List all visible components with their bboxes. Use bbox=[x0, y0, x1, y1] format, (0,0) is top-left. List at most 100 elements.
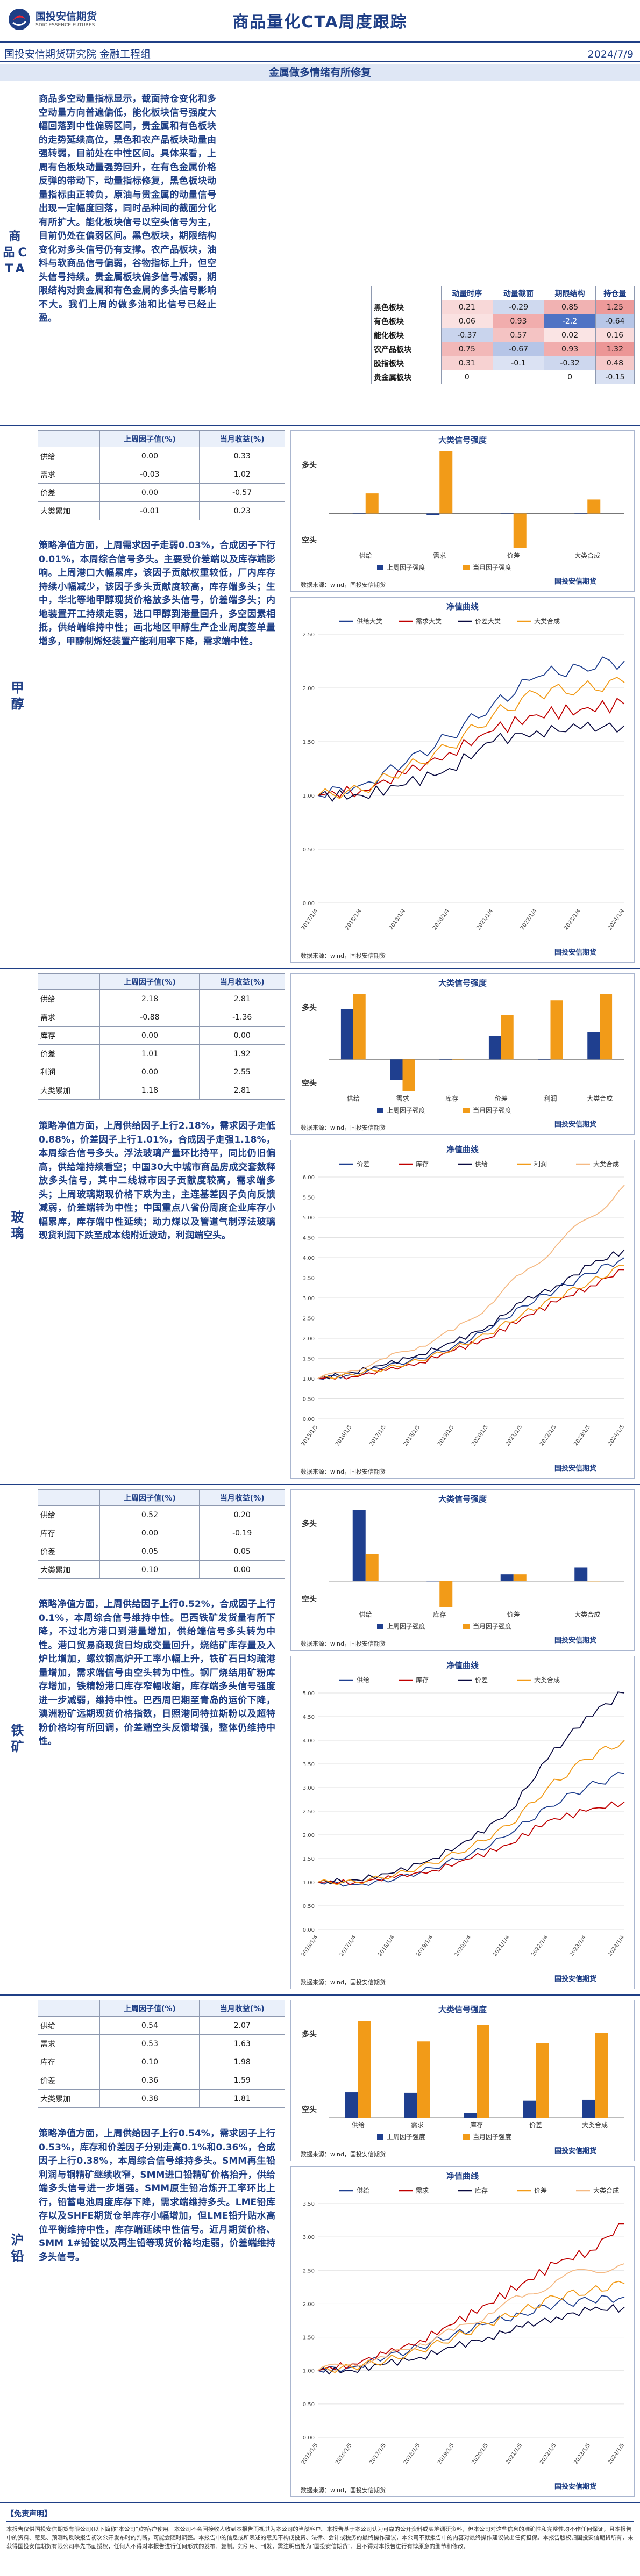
signal-bar bbox=[404, 2092, 417, 2118]
category-label: 价差 bbox=[507, 1611, 520, 1618]
nav-chart: 净值曲线 0.00 0.50 1.00 1.50 2.00 2.50 3.00 3.50 供给 需求… bbox=[290, 2166, 635, 2497]
y-tick-label: 3.00 bbox=[303, 1785, 315, 1791]
factor-cell: 需求 bbox=[37, 1008, 101, 1027]
y-tick-label: 2.00 bbox=[303, 2301, 315, 2307]
factor-cell: 0.48 bbox=[595, 356, 635, 370]
factor-row: 库存 0.10 1.98 bbox=[37, 2053, 285, 2071]
factor-table-header bbox=[37, 430, 101, 447]
sector-name: 农产品板块 bbox=[371, 342, 442, 356]
factor-cell: 0.10 bbox=[99, 1560, 200, 1579]
nav-series-line bbox=[317, 1771, 625, 1887]
factor-cell: 1.81 bbox=[199, 2089, 285, 2108]
factor-cell: 价差 bbox=[37, 1542, 101, 1561]
category-label: 价差 bbox=[495, 1095, 508, 1102]
factor-row: 库存 0.00 -0.19 bbox=[37, 1524, 285, 1542]
y-tick-label: 0.00 bbox=[303, 901, 315, 907]
cta-table-header: 期限结构 bbox=[544, 286, 596, 300]
y-tick-label: 3.00 bbox=[303, 2235, 315, 2241]
x-tick-label: 2020/1/5 bbox=[471, 1424, 489, 1447]
signal-bar bbox=[574, 1567, 588, 1581]
section-label: 玻璃 bbox=[0, 969, 33, 1484]
y-tick-label: 1.00 bbox=[303, 1376, 315, 1382]
x-tick-label: 2024/1/5 bbox=[607, 2442, 626, 2465]
watermark: 国投安信期货 bbox=[554, 2147, 596, 2155]
factor-table: 上周因子值(%) 当月收益(%) 供给 0.52 0.20 库存 0.00 -0.19 价差 0.… bbox=[37, 1489, 285, 1579]
legend-month: 当月因子强度 bbox=[473, 1622, 511, 1630]
legend-swatch bbox=[377, 1108, 383, 1113]
cta-table-header: 动量时序 bbox=[441, 286, 493, 300]
watermark: 国投安信期货 bbox=[554, 1120, 596, 1129]
signal-chart: 大类信号强度 多头 空头 供给 需求 价差 大类合成 上周因子强度 当月因子强度 数据来源：win… bbox=[290, 430, 635, 592]
sector-name: 有色板块 bbox=[371, 314, 442, 328]
factor-cell: 1.02 bbox=[199, 465, 285, 484]
disclaimer-text: 本报告仅供国投安信期货有限公司(以下简称"本公司")的客户使用。本公司不会因接收… bbox=[6, 2526, 634, 2550]
category-label: 库存 bbox=[433, 1610, 446, 1618]
legend-label: 价差 bbox=[475, 1676, 488, 1684]
factor-row: 大类累加 1.18 2.81 bbox=[37, 1081, 285, 1100]
cta-table-header: 动量截面 bbox=[492, 286, 545, 300]
disclaimer-title: 【免责声明】 bbox=[6, 2510, 634, 2522]
factor-row: 需求 -0.88 -1.36 bbox=[37, 1008, 285, 1027]
factor-table-header: 当月收益(%) bbox=[199, 2000, 285, 2017]
y-tick-label: 2.00 bbox=[303, 1336, 315, 1342]
x-tick-label: 2023/1/5 bbox=[573, 1424, 592, 1447]
legend-label: 大类合成 bbox=[593, 2186, 619, 2194]
signal-bar bbox=[439, 451, 453, 514]
logo-text: 国投安信期货 bbox=[35, 11, 97, 23]
factor-cell: 0.33 bbox=[199, 447, 285, 465]
factor-cell: 1.32 bbox=[595, 342, 635, 356]
factor-cell: 2.55 bbox=[199, 1063, 285, 1081]
factor-cell: 0.05 bbox=[199, 1542, 285, 1561]
factor-row: 利润 0.00 2.55 bbox=[37, 1063, 285, 1081]
y-tick-label: 1.50 bbox=[303, 2335, 315, 2341]
factor-table-header: 当月收益(%) bbox=[199, 430, 285, 447]
factor-cell: -0.32 bbox=[544, 356, 596, 370]
x-tick-label: 2017/1/4 bbox=[339, 1934, 358, 1957]
nav-series-line bbox=[317, 677, 625, 799]
nav-series-line bbox=[317, 698, 625, 798]
nav-series-line bbox=[317, 1691, 625, 1885]
signal-chart-title: 大类信号强度 bbox=[438, 978, 487, 988]
institute-name: 国投安信期货研究院 金融工程组 bbox=[4, 48, 151, 60]
y-tick-label: 0.50 bbox=[303, 2402, 315, 2408]
factor-cell: 1.59 bbox=[199, 2071, 285, 2090]
factor-cell: 0.00 bbox=[199, 1560, 285, 1579]
nav-chart: 净值曲线 0.00 0.50 1.00 1.50 2.00 2.50 3.00 3.50 4.00… bbox=[290, 1656, 635, 1989]
legend-last: 上周因子强度 bbox=[387, 563, 425, 571]
cta-factor-table: 动量时序 动量截面 期限结构 持仓量 黑色板块 0.21 -0.29 0.85 1.25… bbox=[371, 286, 635, 384]
section-1: 玻璃 上周因子值(%) 当月收益(%) 供给 2.18 2.81 需求 -0.88 -1.36 库… bbox=[0, 969, 640, 1485]
data-source: 数据来源：wind，国投安信期货 bbox=[301, 2150, 386, 2158]
factor-row: 价差 0.00 -0.57 bbox=[37, 483, 285, 502]
legend-label: 价差 bbox=[534, 2187, 547, 2194]
factor-table: 上周因子值(%) 当月收益(%) 供给 0.54 2.07 需求 0.53 1.63 库存 0.1… bbox=[37, 2000, 285, 2108]
watermark: 国投安信期货 bbox=[554, 577, 596, 586]
legend-month: 当月因子强度 bbox=[473, 563, 511, 571]
factor-cell: 0.06 bbox=[441, 314, 493, 328]
watermark: 国投安信期货 bbox=[554, 1636, 596, 1645]
x-tick-label: 2018/1/4 bbox=[344, 908, 363, 931]
cta-label: 商品CTA bbox=[0, 82, 33, 425]
factor-cell: 0.38 bbox=[99, 2089, 200, 2108]
nav-line-svg: 0.00 0.50 1.00 1.50 2.00 2.50 3.00 3.50 4.00 4.50… bbox=[301, 1676, 626, 1986]
factor-cell: 库存 bbox=[37, 1524, 101, 1542]
x-tick-label: 2022/1/5 bbox=[539, 2442, 558, 2465]
section-commentary: 策略净值方面，上周供给因子上行0.52%，合成因子上行0.1%，本周综合信号维持… bbox=[39, 1599, 275, 1747]
signal-bar bbox=[500, 513, 514, 514]
legend-month: 当月因子强度 bbox=[473, 2133, 511, 2141]
y-tick-label: 4.50 bbox=[303, 1236, 315, 1242]
nav-series-line bbox=[317, 2295, 625, 2373]
nav-series-line bbox=[317, 1265, 625, 1380]
y-tick-label: 1.00 bbox=[303, 793, 315, 799]
factor-cell: 0.54 bbox=[99, 2016, 200, 2035]
signal-bar bbox=[390, 1059, 403, 1080]
factor-table-header: 上周因子值(%) bbox=[99, 430, 200, 447]
factor-table-header: 上周因子值(%) bbox=[99, 2000, 200, 2017]
y-tick-label: 1.50 bbox=[303, 1856, 315, 1862]
factor-cell: 0.10 bbox=[99, 2053, 200, 2071]
factor-cell: -0.29 bbox=[492, 300, 545, 314]
cta-table-row: 黑色板块 0.21 -0.29 0.85 1.25 bbox=[371, 300, 635, 314]
cta-table-row: 股指板块 0.31 -0.1 -0.32 0.48 bbox=[371, 356, 635, 370]
signal-bar bbox=[600, 994, 613, 1060]
